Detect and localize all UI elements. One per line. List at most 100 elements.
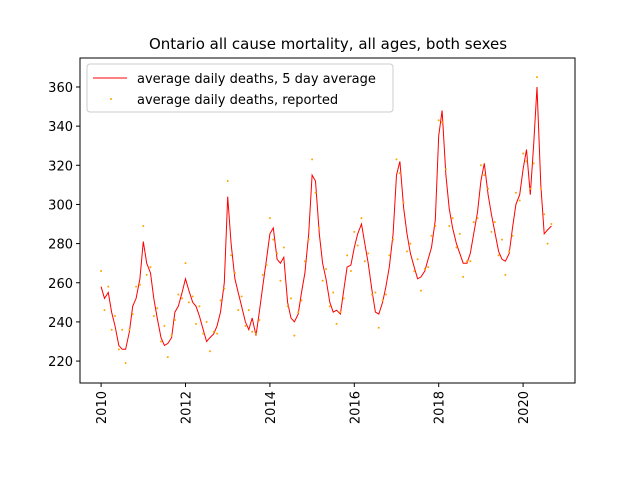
scatter-point (219, 299, 222, 302)
scatter-point (110, 328, 113, 331)
scatter-point (212, 330, 215, 333)
scatter-point (244, 324, 247, 327)
scatter-point (441, 121, 444, 124)
scatter-point (416, 258, 419, 261)
scatter-point (349, 270, 352, 273)
x-tick-label: 2018 (433, 391, 448, 424)
scatter-point (490, 230, 493, 233)
scatter-point (107, 285, 110, 288)
scatter-point (384, 293, 387, 296)
scatter-point (392, 238, 395, 241)
scatter-point (307, 238, 310, 241)
scatter-point (508, 250, 511, 253)
scatter-point (469, 260, 472, 263)
scatter-point (539, 187, 542, 190)
scatter-point (335, 322, 338, 325)
scatter-point (342, 297, 345, 300)
scatter-point (427, 266, 430, 269)
scatter-point (437, 119, 440, 122)
scatter-point (131, 313, 134, 316)
y-tick-label: 300 (48, 198, 73, 213)
legend-label: average daily deaths, 5 day average (137, 72, 376, 87)
scatter-point (419, 289, 422, 292)
scatter-point (522, 152, 525, 155)
scatter-point (388, 254, 391, 257)
scatter-point (448, 224, 451, 227)
y-tick-label: 240 (48, 316, 73, 331)
scatter-point (233, 271, 236, 274)
scatter-point (455, 246, 458, 249)
scatter-point (237, 309, 240, 312)
scatter-point (128, 328, 131, 331)
scatter-point (226, 179, 229, 182)
scatter-point (173, 318, 176, 321)
scatter-point (156, 307, 159, 310)
scatter-point (483, 174, 486, 177)
scatter-point (395, 158, 398, 161)
scatter-point (472, 221, 475, 224)
scatter-point (504, 273, 507, 276)
y-tick-label: 360 (48, 81, 73, 96)
scatter-point (114, 315, 117, 318)
scatter-point (536, 76, 539, 79)
scatter-point (518, 199, 521, 202)
scatter-point (476, 217, 479, 220)
scatter-point (381, 299, 384, 302)
scatter-point (293, 334, 296, 337)
y-tick-label: 280 (48, 238, 73, 253)
scatter-point (377, 326, 380, 329)
scatter-point (511, 234, 514, 237)
scatter-point (268, 217, 271, 220)
scatter-point (279, 279, 282, 282)
scatter-point (339, 311, 342, 314)
scatter-point (356, 244, 359, 247)
scatter-point (402, 201, 405, 204)
scatter-point (430, 234, 433, 237)
scatter-point (398, 172, 401, 175)
scatter-point (184, 262, 187, 265)
scatter-point (325, 268, 328, 271)
scatter-point (166, 356, 169, 359)
scatter-point (289, 297, 292, 300)
scatter-point (497, 254, 500, 257)
x-tick-label: 2014 (264, 391, 279, 424)
scatter-point (282, 246, 285, 249)
scatter-point (195, 322, 198, 325)
scatter-point (265, 264, 268, 267)
scatter-point (205, 320, 208, 323)
scatter-point (550, 223, 553, 226)
scatter-point (465, 260, 468, 263)
scatter-point (493, 221, 496, 224)
x-tick-label: 2020 (517, 391, 532, 424)
scatter-point (258, 318, 261, 321)
scatter-point (261, 273, 264, 276)
y-tick-label: 340 (48, 120, 73, 135)
scatter-point (487, 187, 490, 190)
scatter-point (360, 217, 363, 220)
scatter-point (216, 332, 219, 335)
scatter-point (160, 340, 163, 343)
scatter-point (458, 232, 461, 235)
x-tick-label: 2010 (95, 391, 110, 424)
scatter-point (187, 301, 190, 304)
scatter-point (367, 252, 370, 255)
x-tick-label: 2012 (179, 391, 194, 424)
scatter-point (286, 305, 289, 308)
scatter-point (314, 191, 317, 194)
scatter-point (247, 309, 250, 312)
scatter-point (346, 254, 349, 257)
y-tick-label: 220 (48, 355, 73, 370)
scatter-point (191, 295, 194, 298)
scatter-point (117, 348, 120, 351)
scatter-point (423, 268, 426, 271)
scatter-point (311, 158, 314, 161)
series-line (100, 86, 552, 350)
scatter-point (328, 305, 331, 308)
scatter-point (202, 332, 205, 335)
scatter-point (251, 330, 254, 333)
scatter-point (152, 315, 155, 318)
scatter-point (240, 295, 243, 298)
scatter-point (529, 187, 532, 190)
scatter-point (479, 164, 482, 167)
